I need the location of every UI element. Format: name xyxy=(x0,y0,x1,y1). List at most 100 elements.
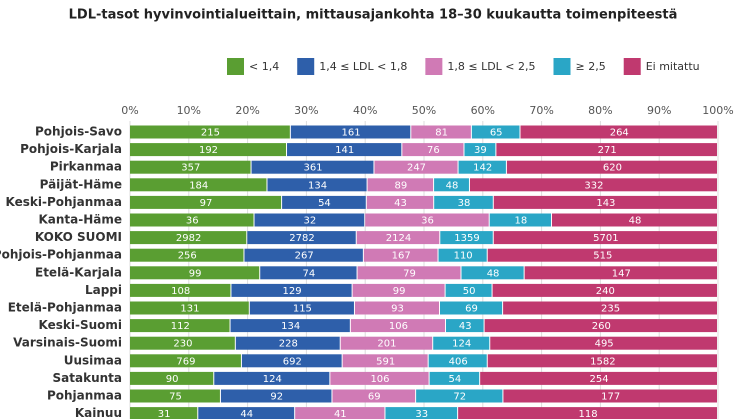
y-tick-label: Lappi xyxy=(85,283,122,297)
y-tick-label: Etelä-Karjala xyxy=(35,265,122,279)
bar-segment xyxy=(440,301,503,315)
data-label: 54 xyxy=(318,198,331,209)
bar-segment xyxy=(524,266,717,280)
bar-segment xyxy=(480,371,717,385)
x-tick-label: 30% xyxy=(294,104,318,117)
data-label: 97 xyxy=(200,198,213,209)
bar-segment xyxy=(489,213,551,227)
data-label: 620 xyxy=(603,163,622,174)
bar-segment xyxy=(260,266,357,280)
bar-segment xyxy=(445,319,484,333)
bar-segment xyxy=(496,143,717,157)
y-tick-label: Keski-Pohjanmaa xyxy=(6,195,122,209)
legend-swatch xyxy=(425,58,443,75)
data-label: 89 xyxy=(394,180,407,191)
x-tick-label: 100% xyxy=(702,104,733,117)
bar-segment xyxy=(367,178,434,192)
data-label: 65 xyxy=(490,128,503,139)
bar-segment xyxy=(490,336,717,350)
y-tick-label: Keski-Suomi xyxy=(39,318,123,332)
bar-segment xyxy=(249,301,354,315)
bar-segment xyxy=(493,231,717,245)
x-tick-label: 20% xyxy=(235,104,259,117)
bar-segment xyxy=(330,371,429,385)
x-tick-label: 90% xyxy=(647,104,671,117)
data-label: 2982 xyxy=(176,233,201,244)
data-label: 72 xyxy=(453,392,466,403)
legend-label: Ei mitattu xyxy=(646,60,700,73)
legend-swatch xyxy=(227,58,244,75)
bar-segment xyxy=(247,231,356,245)
y-tick-label: Uusimaa xyxy=(64,353,122,367)
data-label: 406 xyxy=(449,356,468,367)
data-label: 48 xyxy=(446,180,459,191)
data-label: 92 xyxy=(270,392,283,403)
bar-segment xyxy=(130,336,235,350)
bar-segment xyxy=(458,407,717,419)
data-label: 90 xyxy=(166,374,179,385)
legend-label: 1,8 ≤ LDL < 2,5 xyxy=(447,60,535,73)
bar-segment xyxy=(469,178,717,192)
data-label: 50 xyxy=(463,286,476,297)
data-label: 264 xyxy=(610,128,629,139)
y-tick-label: Päijät-Häme xyxy=(40,177,122,191)
data-label: 48 xyxy=(629,216,642,227)
bar-segment xyxy=(352,283,445,297)
bar-segment xyxy=(130,178,267,192)
data-label: 332 xyxy=(584,180,603,191)
bar-segment xyxy=(357,266,461,280)
bar-segment xyxy=(290,125,411,139)
bar-segment xyxy=(484,319,717,333)
data-label: 33 xyxy=(415,409,428,419)
data-label: 267 xyxy=(295,251,314,262)
x-tick-label: 60% xyxy=(471,104,495,117)
bar-segment xyxy=(428,354,487,368)
bar-segment xyxy=(130,248,244,262)
bar-segment xyxy=(487,354,717,368)
legend-label: 1,4 ≤ LDL < 1,8 xyxy=(319,60,407,73)
data-label: 240 xyxy=(596,286,615,297)
data-label: 1582 xyxy=(590,356,615,367)
data-label: 43 xyxy=(394,198,407,209)
bar-segment xyxy=(130,143,287,157)
data-label: 515 xyxy=(593,251,612,262)
data-label: 115 xyxy=(293,304,312,315)
bar-segment xyxy=(503,389,717,403)
legend-swatch xyxy=(623,58,641,75)
data-label: 43 xyxy=(459,321,472,332)
data-label: 31 xyxy=(158,409,171,419)
bar-segment xyxy=(130,389,220,403)
data-label: 18 xyxy=(514,216,527,227)
bar-segment xyxy=(130,266,260,280)
data-label: 110 xyxy=(454,251,473,262)
bar-segment xyxy=(487,248,717,262)
x-tick-label: 50% xyxy=(412,104,436,117)
bar-segment xyxy=(354,301,440,315)
y-tick-label: Pohjanmaa xyxy=(47,389,122,403)
x-tick-label: 0% xyxy=(121,104,138,117)
bar-segment xyxy=(332,389,416,403)
bar-segment xyxy=(434,178,469,192)
data-label: 99 xyxy=(393,286,406,297)
chart-title: LDL-tasot hyvinvointialueittain, mittaus… xyxy=(69,8,678,23)
y-tick-label: Etelä-Pohjanmaa xyxy=(8,301,122,315)
data-label: 142 xyxy=(473,163,492,174)
bar-segment xyxy=(295,407,385,419)
data-label: 131 xyxy=(180,304,199,315)
bar-segment xyxy=(130,354,241,368)
data-label: 692 xyxy=(283,356,302,367)
bar-segment xyxy=(130,125,290,139)
data-label: 118 xyxy=(579,409,598,419)
bar-segment xyxy=(433,336,490,350)
bar-segment xyxy=(411,125,471,139)
data-label: 74 xyxy=(303,268,316,279)
y-tick-label: Pohjois-Pohjanmaa xyxy=(0,248,122,262)
data-label: 161 xyxy=(342,128,361,139)
data-label: 591 xyxy=(376,356,395,367)
bar-segment xyxy=(350,319,445,333)
data-label: 230 xyxy=(173,339,192,350)
bar-segment xyxy=(458,160,506,174)
data-label: 112 xyxy=(171,321,190,332)
data-label: 2782 xyxy=(289,233,314,244)
y-tick-label: Varsinais-Suomi xyxy=(13,336,122,350)
